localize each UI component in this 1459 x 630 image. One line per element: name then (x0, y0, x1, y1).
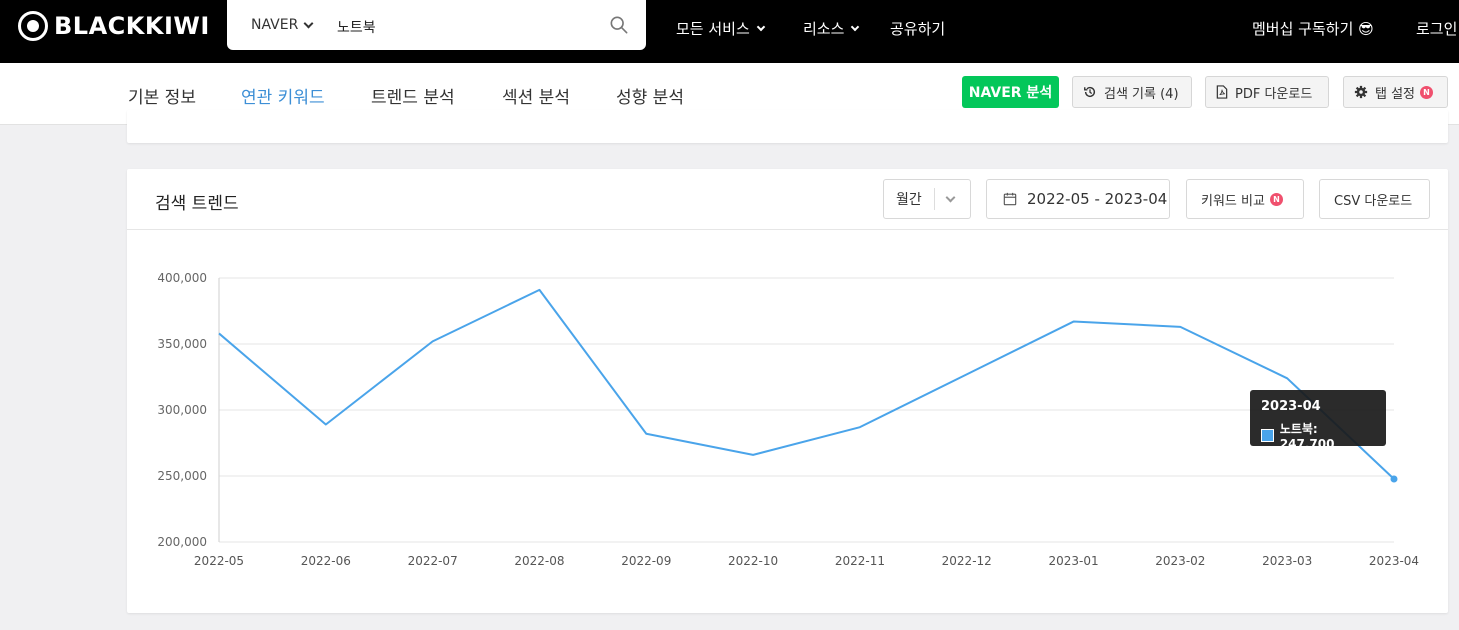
period-select-value: 월간 (896, 192, 922, 208)
nav-resources[interactable]: 리소스 (803, 18, 860, 39)
y-tick-label: 250,000 (157, 469, 207, 483)
card-title: 검색 트렌드 (155, 194, 239, 214)
keyword-compare-label: 키워드 비교 (1201, 193, 1265, 209)
search-trend-line-chart: 400,000 350,000 300,000 250,000 200,000 2022-… (157, 271, 1419, 568)
naver-analysis-button[interactable]: NAVER 분석 (962, 76, 1059, 108)
tab-section-analysis[interactable]: 섹션 분석 (502, 88, 570, 108)
chevron-down-icon (851, 22, 860, 31)
x-tick-label: 2023-04 (1369, 554, 1419, 568)
pdf-file-icon (1216, 85, 1228, 99)
nav-all-services[interactable]: 모든 서비스 (676, 18, 766, 39)
top-navbar: BLACKKIWI NAVER 노트북 모든 서비스 리소스 공유하기 멤버십 … (0, 0, 1459, 63)
chevron-down-icon (945, 192, 956, 202)
y-tick-label: 350,000 (157, 337, 207, 351)
search-box: NAVER 노트북 (227, 0, 646, 50)
tab-settings-button[interactable]: 탭 설정 N (1343, 76, 1448, 108)
pdf-download-label: PDF 다운로드 (1235, 86, 1313, 102)
card-header: 검색 트렌드 월간 2022-05 - 2023-04 키워드 비교 N CSV… (127, 169, 1448, 230)
new-badge: N (1420, 85, 1434, 99)
tab-tendency-analysis[interactable]: 성향 분석 (616, 88, 684, 108)
x-tick-label: 2022-07 (408, 554, 458, 568)
search-trend-card: 검색 트렌드 월간 2022-05 - 2023-04 키워드 비교 N CSV… (127, 169, 1448, 613)
search-history-button[interactable]: 검색 기록 (4) (1072, 76, 1192, 108)
x-tick-label: 2022-12 (942, 554, 992, 568)
chevron-down-icon (303, 18, 314, 28)
search-history-label: 검색 기록 (4) (1104, 86, 1179, 102)
data-point-highlight (1390, 475, 1398, 483)
x-tick-label: 2022-09 (621, 554, 671, 568)
select-divider (933, 188, 935, 210)
brand-logo[interactable]: BLACKKIWI (18, 10, 210, 42)
y-tick-label: 300,000 (157, 403, 207, 417)
tab-basic-info[interactable]: 기본 정보 (128, 88, 196, 108)
nav-share-label: 공유하기 (890, 20, 946, 38)
search-input[interactable]: 노트북 (337, 20, 376, 36)
kiwi-logo-icon (18, 11, 48, 41)
history-icon (1084, 86, 1096, 98)
x-tick-label: 2023-02 (1155, 554, 1205, 568)
previous-card (127, 110, 1448, 143)
x-tick-label: 2023-01 (1048, 554, 1098, 568)
new-badge: N (1269, 192, 1283, 206)
search-engine-select[interactable]: NAVER (251, 17, 314, 33)
nav-share[interactable]: 공유하기 (890, 18, 945, 39)
nav-membership[interactable]: 멤버십 구독하기 😎 (1252, 18, 1374, 39)
tab-trend-analysis[interactable]: 트렌드 분석 (371, 88, 455, 108)
date-range-picker[interactable]: 2022-05 - 2023-04 (986, 179, 1170, 219)
search-engine-label: NAVER (251, 17, 299, 33)
search-icon[interactable] (610, 16, 628, 34)
brand-name: BLACKKIWI (54, 12, 210, 40)
chart-tooltip: 2023-04 노트북: 247,700 (1250, 390, 1386, 451)
y-tick-label: 200,000 (157, 535, 207, 549)
x-tick-label: 2022-11 (835, 554, 885, 568)
tooltip-row: 노트북: 247,700 (1261, 420, 1375, 451)
csv-download-label: CSV 다운로드 (1334, 193, 1413, 209)
tooltip-title: 2023-04 (1261, 399, 1321, 414)
x-tick-label: 2022-06 (301, 554, 351, 568)
nav-all-services-label: 모든 서비스 (676, 20, 750, 38)
pdf-download-button[interactable]: PDF 다운로드 (1205, 76, 1329, 108)
series-color-swatch (1261, 429, 1274, 442)
x-tick-label: 2023-03 (1262, 554, 1312, 568)
x-tick-label: 2022-05 (194, 554, 244, 568)
keyword-compare-button[interactable]: 키워드 비교 N (1186, 179, 1304, 219)
nav-membership-label: 멤버십 구독하기 😎 (1252, 20, 1374, 38)
nav-login[interactable]: 로그인 (1416, 18, 1457, 39)
csv-download-button[interactable]: CSV 다운로드 (1319, 179, 1430, 219)
date-range-value: 2022-05 - 2023-04 (1027, 190, 1168, 208)
tooltip-value: 노트북: 247,700 (1279, 422, 1335, 451)
nav-resources-label: 리소스 (803, 20, 845, 38)
nav-login-label: 로그인 (1416, 20, 1458, 38)
calendar-icon (1003, 192, 1017, 206)
series-line (218, 288, 1395, 480)
tab-settings-label: 탭 설정 (1375, 86, 1416, 102)
y-tick-label: 400,000 (157, 271, 207, 285)
x-tick-label: 2022-08 (514, 554, 564, 568)
x-tick-label: 2022-10 (728, 554, 778, 568)
gear-icon (1354, 85, 1368, 99)
chevron-down-icon (756, 22, 766, 31)
period-select[interactable]: 월간 (883, 179, 971, 219)
